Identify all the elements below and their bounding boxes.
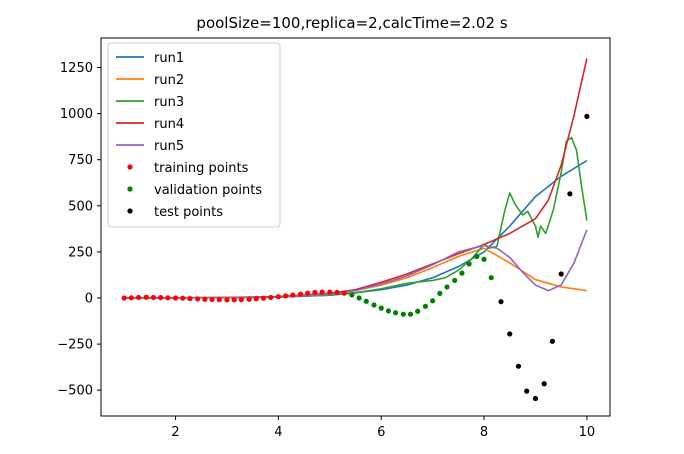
point-training-points xyxy=(180,295,186,301)
point-test-points xyxy=(524,388,530,394)
point-validation-points xyxy=(422,303,429,309)
point-training-points xyxy=(268,294,274,301)
legend-swatch-validation-points xyxy=(127,186,133,192)
point-validation-points xyxy=(385,308,392,314)
point-test-points xyxy=(541,381,547,387)
point-validation-points xyxy=(466,261,472,267)
plot-area: 2 4 6 8 10 −500 −250 0 250 500 750 1000 1250 xyxy=(57,37,611,440)
point-training-points xyxy=(231,297,237,303)
y-tick-label: 750 xyxy=(68,153,93,168)
point-test-points xyxy=(584,113,590,119)
point-training-points xyxy=(327,289,333,295)
point-validation-points xyxy=(474,253,480,260)
series-line-run3 xyxy=(124,136,588,299)
point-validation-points xyxy=(481,256,487,262)
point-training-points xyxy=(260,295,267,301)
point-training-points xyxy=(238,297,244,303)
y-tick-label: 250 xyxy=(68,245,93,260)
x-tick-label: 4 xyxy=(274,425,282,440)
point-training-points xyxy=(135,294,142,301)
point-training-points xyxy=(195,296,201,302)
legend-box xyxy=(107,42,281,228)
y-tick-label: −500 xyxy=(57,384,93,399)
x-tick-label: 10 xyxy=(579,425,596,440)
axes-frame xyxy=(100,37,611,417)
point-test-points xyxy=(498,299,504,305)
point-training-points xyxy=(290,292,296,298)
point-validation-points xyxy=(400,311,406,317)
y-tick-label: 0 xyxy=(85,291,93,306)
point-validation-points xyxy=(363,298,369,304)
point-test-points xyxy=(507,331,513,337)
point-training-points xyxy=(282,293,289,299)
legend-label-run3: run3 xyxy=(154,95,184,110)
point-training-points xyxy=(253,296,259,302)
x-tick-label: 2 xyxy=(171,425,179,440)
point-training-points xyxy=(150,294,157,301)
y-tick-label: 1000 xyxy=(60,107,93,122)
point-training-points xyxy=(165,295,171,301)
point-training-points xyxy=(158,295,164,301)
legend-label-validation-points: validation points xyxy=(154,183,262,198)
point-test-points xyxy=(549,338,556,344)
legend-swatch-test-points xyxy=(127,208,133,214)
y-tick-label: −250 xyxy=(57,338,93,353)
point-validation-points xyxy=(430,298,436,304)
point-training-points xyxy=(305,290,311,296)
point-training-points xyxy=(319,289,325,295)
point-validation-points xyxy=(488,275,494,281)
legend-label-run5: run5 xyxy=(154,139,184,154)
point-test-points xyxy=(558,271,564,277)
legend-label-run2: run2 xyxy=(154,73,184,88)
point-training-points xyxy=(216,297,222,303)
y-tick-label: 1250 xyxy=(60,61,93,76)
point-test-points xyxy=(515,363,522,369)
legend-label-training-points: training points xyxy=(154,161,249,176)
point-test-points xyxy=(567,191,573,197)
legend: run1 run2 run3 run4 run5 training points valid… xyxy=(107,42,281,228)
point-validation-points xyxy=(349,292,355,298)
point-validation-points xyxy=(356,295,362,301)
legend-label-run1: run1 xyxy=(154,51,184,66)
y-tick-label: 500 xyxy=(68,199,93,214)
point-training-points xyxy=(275,294,281,300)
legend-label-test-points: test points xyxy=(154,205,223,220)
data-layer xyxy=(121,58,590,402)
point-training-points xyxy=(334,289,340,296)
point-validation-points xyxy=(371,302,377,308)
point-training-points xyxy=(341,290,347,296)
point-training-points xyxy=(187,295,193,302)
point-training-points xyxy=(121,295,127,301)
point-training-points xyxy=(128,295,134,301)
point-validation-points xyxy=(437,290,443,296)
point-validation-points xyxy=(407,311,414,317)
point-training-points xyxy=(209,296,215,303)
point-training-points xyxy=(202,296,208,302)
point-validation-points xyxy=(378,305,384,311)
point-training-points xyxy=(246,296,252,302)
point-training-points xyxy=(224,297,230,303)
chart-title: poolSize=100,replica=2,calcTime=2.02 s xyxy=(196,14,507,32)
legend-swatch-training-points xyxy=(127,164,133,170)
point-training-points xyxy=(172,295,179,301)
point-validation-points xyxy=(459,270,465,276)
x-tick-label: 6 xyxy=(377,425,385,440)
point-test-points xyxy=(532,395,539,402)
legend-label-run4: run4 xyxy=(154,117,184,132)
point-validation-points xyxy=(393,310,399,316)
point-training-points xyxy=(143,294,149,300)
point-validation-points xyxy=(415,308,421,314)
point-training-points xyxy=(297,291,304,297)
point-validation-points xyxy=(452,277,458,284)
point-validation-points xyxy=(444,284,450,290)
point-training-points xyxy=(312,289,318,296)
x-tick-label: 8 xyxy=(480,425,488,440)
